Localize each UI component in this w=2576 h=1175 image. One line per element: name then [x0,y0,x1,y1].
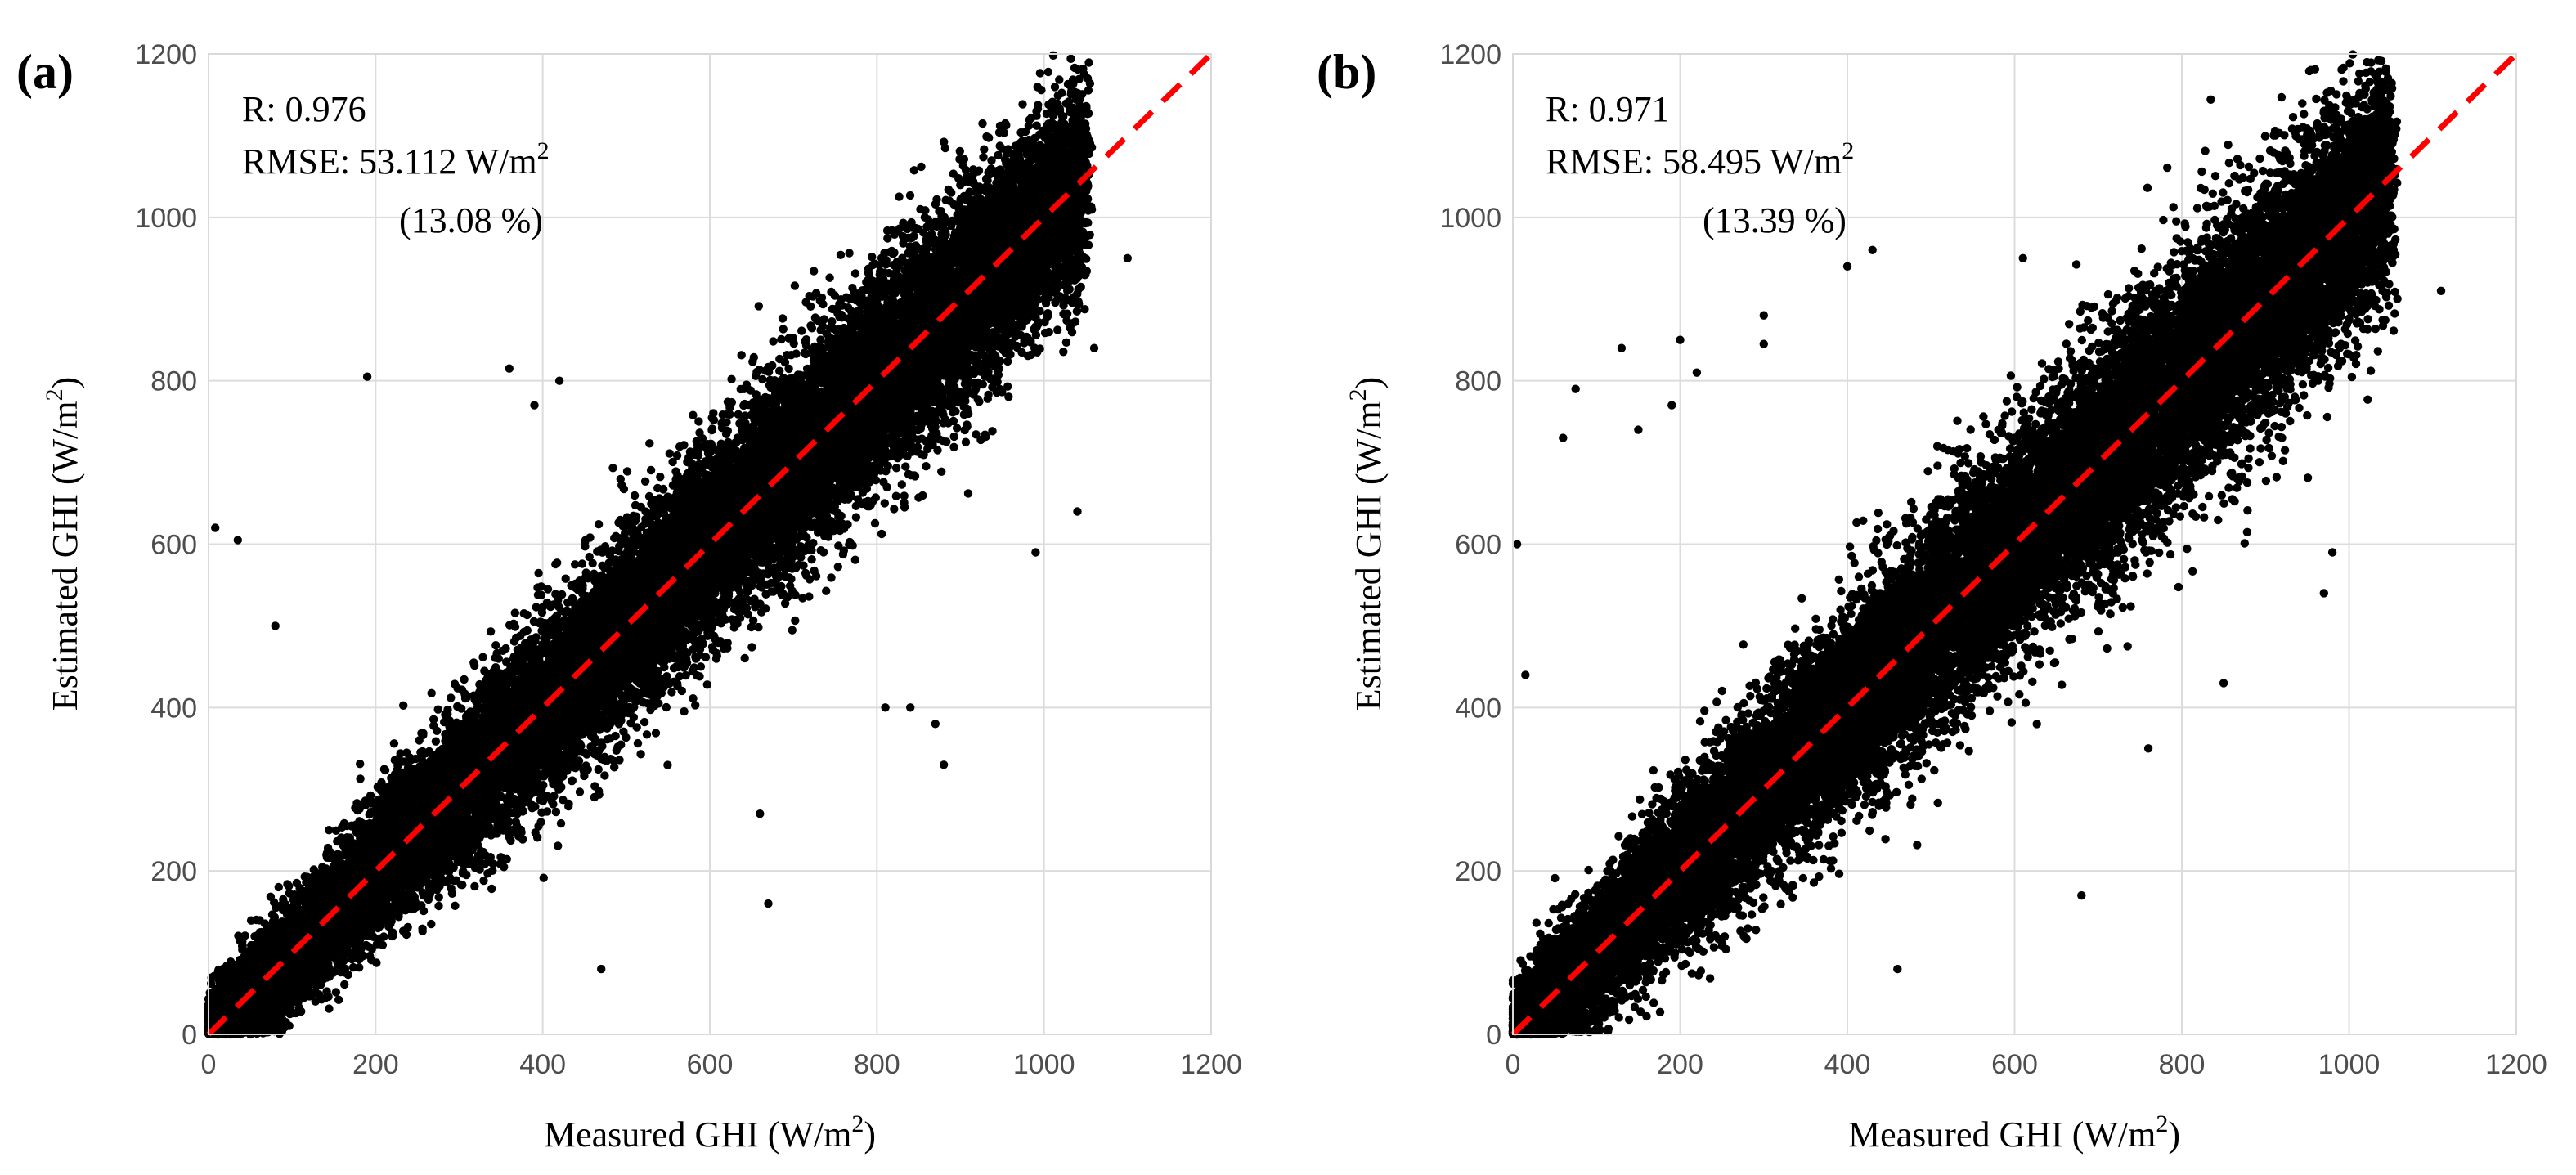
scatter-point [740,653,749,663]
scatter-point [868,253,877,262]
panel-a: (a) 0 200 400 600 800 1000 1200 02004006008001… [16,39,1242,1155]
scatter-point [689,410,698,419]
scatter-point [895,192,904,201]
scatter-point [680,706,689,716]
scatter-point [790,281,800,290]
scatter-point [564,802,573,811]
scatter-point [838,549,848,559]
panel-a-label: (a) [16,45,74,99]
scatter-point [777,334,786,344]
scatter-point [478,653,487,661]
scatter-point [390,756,399,765]
scatter-point [779,325,788,334]
scatter-point [600,771,609,780]
scatter-point [451,901,460,911]
scatter-point [1018,100,1027,109]
scatter-point [923,215,933,224]
scatter-point [510,608,519,617]
scatter-point [797,326,806,335]
scatter-point [707,424,717,433]
scatter-point [778,314,788,323]
scatter-point [833,563,842,572]
scatter-point [539,873,548,882]
scatter-point [642,730,652,739]
scatter-point [694,417,703,426]
scatter-point [551,807,561,817]
scatter-point [542,807,552,816]
panel-a-points [204,51,1133,1039]
scatter-point [608,464,617,473]
scatter-point [1040,328,1050,338]
scatter-point [486,627,496,636]
scatter-point [758,374,767,384]
scatter-point [882,226,892,235]
scatter-point [696,662,706,671]
scatter-point [274,882,283,892]
